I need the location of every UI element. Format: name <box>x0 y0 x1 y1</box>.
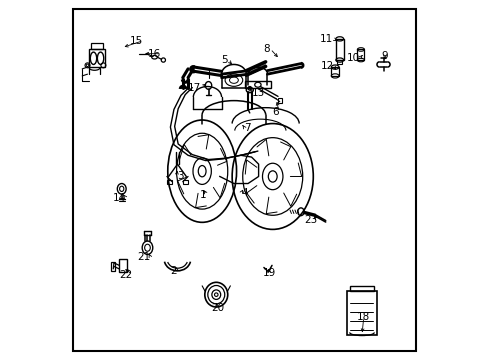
Text: 11: 11 <box>320 34 333 44</box>
Text: 22: 22 <box>119 270 132 280</box>
Bar <box>335 39 343 60</box>
Text: 1: 1 <box>200 190 206 200</box>
Text: 14: 14 <box>112 193 125 203</box>
Text: 5: 5 <box>221 55 227 65</box>
Text: 16: 16 <box>147 49 161 59</box>
Bar <box>166 180 172 184</box>
Bar <box>119 259 127 273</box>
Text: 19: 19 <box>262 268 275 278</box>
Bar <box>349 286 373 291</box>
Text: 15: 15 <box>130 36 143 46</box>
Text: 20: 20 <box>210 303 224 313</box>
Bar <box>89 49 105 67</box>
Text: 4: 4 <box>241 188 247 198</box>
Bar <box>91 43 103 49</box>
Bar <box>278 98 281 103</box>
Bar <box>111 262 114 271</box>
Text: 9: 9 <box>381 51 387 61</box>
Text: 8: 8 <box>263 44 270 54</box>
Text: 21: 21 <box>137 252 150 262</box>
Text: 23: 23 <box>304 215 317 225</box>
Bar <box>346 291 376 335</box>
Bar <box>337 60 342 64</box>
Text: 18: 18 <box>356 312 369 322</box>
Text: 6: 6 <box>272 107 279 117</box>
Text: 10: 10 <box>346 53 360 63</box>
Bar <box>183 180 188 184</box>
Text: 3: 3 <box>176 171 183 181</box>
Bar <box>330 67 338 76</box>
Text: 13: 13 <box>251 87 264 98</box>
Text: 12: 12 <box>320 62 333 71</box>
Bar <box>357 49 364 60</box>
Text: 2: 2 <box>170 266 176 276</box>
Text: 17: 17 <box>188 82 201 93</box>
Bar <box>244 81 270 88</box>
Text: 7: 7 <box>244 123 251 133</box>
